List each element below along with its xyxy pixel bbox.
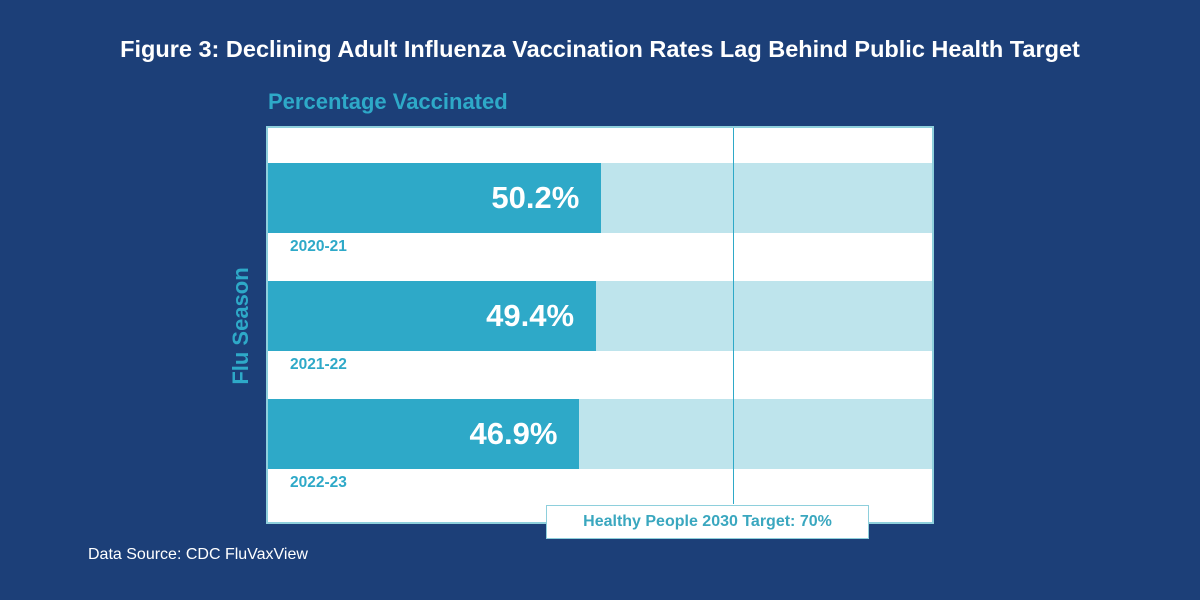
target-label: Healthy People 2030 Target: 70% — [546, 505, 869, 539]
category-label: 2020-21 — [290, 238, 347, 255]
bar-2021-22 — [268, 281, 597, 351]
plot-area: 50.2% 2020-21 49.4% 2021-22 46.9% 2022-23 — [268, 128, 932, 522]
category-label: 2021-22 — [290, 356, 347, 373]
y-axis-label: Flu Season — [228, 267, 253, 385]
x-axis-label: Percentage Vaccinated — [268, 89, 508, 114]
data-source: Data Source: CDC FluVaxView — [88, 546, 308, 563]
data-label: 49.4% — [486, 298, 575, 333]
data-label: 50.2% — [491, 180, 580, 215]
category-label: 2022-23 — [290, 474, 347, 491]
bar-2022-23 — [268, 399, 580, 469]
bar-2020-21 — [268, 163, 602, 233]
chart-title: Figure 3: Declining Adult Influenza Vacc… — [120, 36, 1080, 62]
target-line — [732, 128, 735, 504]
data-label: 46.9% — [469, 416, 558, 451]
